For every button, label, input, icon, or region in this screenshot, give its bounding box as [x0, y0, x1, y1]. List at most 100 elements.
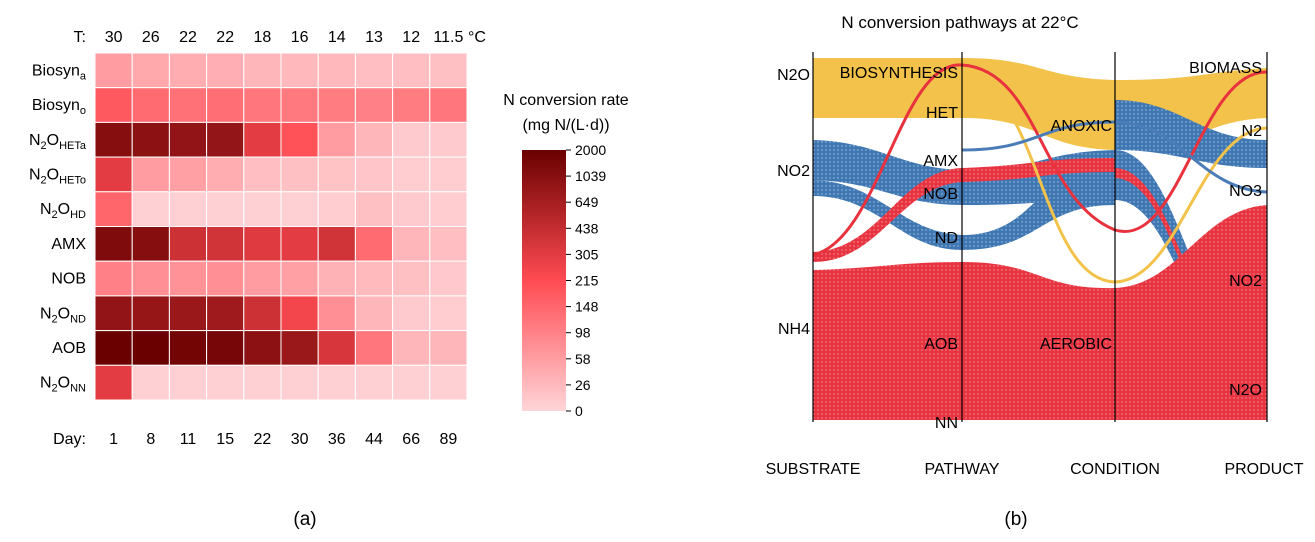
heatmap-cell — [317, 191, 356, 228]
heatmap-cell — [392, 156, 431, 193]
heatmap-cell — [206, 226, 245, 262]
heatmap-cell — [243, 121, 282, 158]
heatmap-cell — [354, 330, 394, 366]
flow-aerobic-n2o-to-n2o — [1115, 168, 1267, 400]
node-n2o-substrate: N2O — [777, 67, 810, 84]
heatmap-cell — [354, 260, 394, 297]
node-nn: NN — [935, 415, 958, 432]
heatmap-cell — [131, 191, 170, 228]
heatmap-panel: T: 30 26 22 22 18 16 14 13 12 11.5 °C BiosynaBios… — [29, 29, 629, 530]
heatmap-cell — [429, 330, 468, 366]
heatmap-cell — [206, 121, 245, 158]
heatmap-cell — [168, 87, 208, 123]
row-label: N2OND — [40, 305, 86, 325]
temperature-tick-label: 14 — [328, 29, 346, 46]
flow-anoxic-to-n2 — [1115, 100, 1267, 168]
heatmap-cell — [94, 121, 133, 158]
heatmap-cell — [131, 52, 170, 89]
axis-label-pathway: PATHWAY — [925, 461, 1000, 478]
heatmap-cell — [206, 156, 245, 193]
node-aerobic: AEROBIC — [1040, 336, 1112, 353]
heatmap-cell — [168, 226, 208, 262]
heatmap-cell — [392, 121, 431, 158]
day-tick-label: 22 — [254, 431, 272, 448]
heatmap-cell — [131, 260, 170, 297]
heatmap-cell — [392, 226, 431, 262]
heatmap-cell — [168, 156, 208, 193]
heatmap-cell — [429, 260, 468, 297]
node-biomass: BIOMASS — [1189, 60, 1262, 77]
temperature-tick-label: 30 — [105, 29, 123, 46]
heatmap-cell — [168, 364, 208, 401]
heatmap-cell — [317, 226, 356, 262]
heatmap-cell — [94, 260, 133, 297]
heatmap-cell — [280, 260, 319, 297]
heatmap-cell — [280, 226, 319, 262]
heatmap-cell — [354, 87, 394, 123]
node-aob: AOB — [924, 336, 958, 353]
heatmap-cell — [317, 295, 356, 332]
heatmap-cell — [94, 226, 133, 262]
heatmap-cell — [354, 226, 394, 262]
node-n2o-product: N2O — [1229, 382, 1262, 399]
heatmap-cell — [280, 330, 319, 366]
colorbar-tick-label: 58 — [575, 351, 591, 367]
heatmap-cell — [354, 295, 394, 332]
colorbar-tick-label: 1039 — [575, 168, 606, 184]
row-label: N2OHETa — [29, 132, 87, 152]
node-nob: NOB — [923, 186, 958, 203]
colorbar-tick-label: 305 — [575, 246, 599, 262]
heatmap-cell — [429, 191, 468, 228]
node-no2-substrate: NO2 — [777, 163, 810, 180]
colorbar-tick-label: 98 — [575, 325, 591, 341]
heatmap-cell — [168, 52, 208, 89]
colorbar-tick-label: 649 — [575, 194, 599, 210]
heatmap-cell — [206, 260, 245, 297]
row-label: Biosyna — [32, 62, 87, 82]
heatmap-cell — [243, 87, 282, 123]
heatmap-cells — [94, 52, 468, 401]
heatmap-cell — [206, 87, 245, 123]
heatmap-cell — [168, 260, 208, 297]
heatmap-cell — [354, 364, 394, 401]
node-no3: NO3 — [1229, 183, 1262, 200]
heatmap-cell — [280, 295, 319, 332]
colorbar-tick-label: 215 — [575, 273, 599, 289]
heatmap-cell — [392, 330, 431, 366]
colorbar-ticks: 2000 1039 649 438 305 215 148 98 58 26 0 — [566, 142, 606, 419]
row-label: Biosyno — [32, 97, 86, 117]
heatmap-cell — [354, 52, 394, 89]
heatmap-cell — [317, 52, 356, 89]
heatmap-cell — [317, 156, 356, 193]
heatmap-cell — [206, 330, 245, 366]
day-tick-label: 8 — [146, 431, 155, 448]
colorbar-tick-label: 2000 — [575, 142, 606, 158]
heatmap-cell — [243, 191, 282, 228]
temperature-tick-label: 22 — [179, 29, 197, 46]
heatmap-cell — [243, 52, 282, 89]
heatmap-cell — [429, 156, 468, 193]
day-tick-label: 36 — [328, 431, 346, 448]
node-nh4-substrate: NH4 — [778, 321, 810, 338]
bottom-axis-label: Day: — [53, 431, 86, 448]
temperature-tick-label: 16 — [291, 29, 309, 46]
heatmap-cell — [94, 87, 133, 123]
temperature-labels: 30 26 22 22 18 16 14 13 12 11.5 — [105, 29, 464, 46]
day-tick-label: 15 — [216, 431, 234, 448]
heatmap-cell — [131, 121, 170, 158]
heatmap-cell — [206, 364, 245, 401]
heatmap-cell — [131, 295, 170, 332]
heatmap-cell — [429, 52, 468, 89]
heatmap-cell — [206, 295, 245, 332]
temperature-tick-label: 18 — [254, 29, 272, 46]
heatmap-cell — [429, 295, 468, 332]
temperature-tick-label: 13 — [365, 29, 383, 46]
day-tick-label: 44 — [365, 431, 383, 448]
day-tick-label: 30 — [291, 431, 309, 448]
temperature-unit: °C — [468, 29, 486, 46]
temperature-tick-label: 26 — [142, 29, 160, 46]
heatmap-cell — [243, 295, 282, 332]
temperature-tick-label: 22 — [216, 29, 234, 46]
day-tick-label: 66 — [402, 431, 420, 448]
